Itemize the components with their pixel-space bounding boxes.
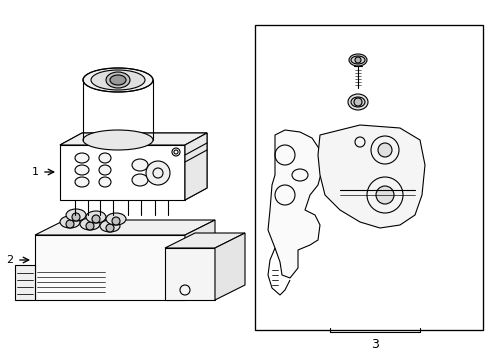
Ellipse shape — [132, 174, 148, 186]
Polygon shape — [164, 248, 215, 300]
Bar — [254, 25, 482, 330]
Ellipse shape — [348, 54, 366, 66]
Polygon shape — [184, 133, 206, 200]
Ellipse shape — [110, 75, 126, 85]
Ellipse shape — [80, 218, 100, 230]
Ellipse shape — [83, 68, 153, 92]
Polygon shape — [267, 130, 321, 278]
Ellipse shape — [350, 56, 364, 64]
Circle shape — [72, 213, 80, 221]
Circle shape — [146, 161, 170, 185]
Circle shape — [112, 217, 120, 225]
Polygon shape — [35, 220, 215, 235]
Circle shape — [86, 222, 94, 230]
Ellipse shape — [100, 220, 120, 232]
Text: 2: 2 — [6, 255, 14, 265]
Ellipse shape — [66, 209, 86, 221]
Circle shape — [354, 57, 360, 63]
Ellipse shape — [106, 72, 130, 88]
Ellipse shape — [350, 97, 364, 107]
Circle shape — [377, 143, 391, 157]
Ellipse shape — [86, 211, 106, 223]
Ellipse shape — [347, 94, 367, 110]
Ellipse shape — [75, 165, 89, 175]
Polygon shape — [164, 233, 244, 248]
Polygon shape — [60, 133, 206, 145]
Polygon shape — [184, 220, 215, 300]
Text: 3: 3 — [370, 338, 378, 351]
Ellipse shape — [75, 153, 89, 163]
Ellipse shape — [60, 216, 80, 228]
Circle shape — [375, 186, 393, 204]
Ellipse shape — [91, 70, 145, 90]
Ellipse shape — [99, 153, 111, 163]
Ellipse shape — [99, 165, 111, 175]
Ellipse shape — [106, 213, 126, 225]
Ellipse shape — [75, 177, 89, 187]
Text: 1: 1 — [31, 167, 39, 177]
Circle shape — [66, 220, 74, 228]
Circle shape — [92, 215, 100, 223]
Ellipse shape — [99, 177, 111, 187]
Polygon shape — [317, 125, 424, 228]
Circle shape — [106, 224, 114, 232]
Polygon shape — [15, 265, 35, 300]
Polygon shape — [215, 233, 244, 300]
Polygon shape — [35, 235, 184, 300]
Ellipse shape — [83, 130, 153, 150]
Circle shape — [353, 98, 361, 106]
Ellipse shape — [132, 159, 148, 171]
